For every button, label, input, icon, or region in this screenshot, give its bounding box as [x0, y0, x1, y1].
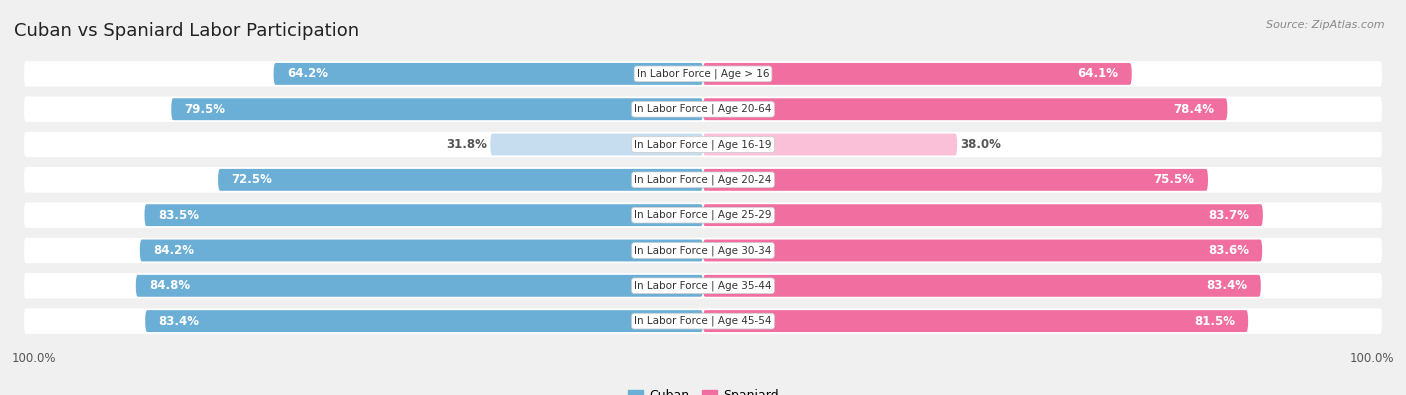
FancyBboxPatch shape	[274, 63, 703, 85]
FancyBboxPatch shape	[703, 275, 1261, 297]
FancyBboxPatch shape	[703, 98, 1227, 120]
Text: 81.5%: 81.5%	[1194, 314, 1234, 327]
Text: 84.2%: 84.2%	[153, 244, 194, 257]
Text: 83.6%: 83.6%	[1208, 244, 1249, 257]
Text: In Labor Force | Age 16-19: In Labor Force | Age 16-19	[634, 139, 772, 150]
Text: 64.1%: 64.1%	[1077, 68, 1118, 81]
Text: Cuban vs Spaniard Labor Participation: Cuban vs Spaniard Labor Participation	[14, 22, 359, 40]
FancyBboxPatch shape	[24, 96, 1382, 122]
FancyBboxPatch shape	[139, 239, 703, 261]
FancyBboxPatch shape	[145, 204, 703, 226]
Legend: Cuban, Spaniard: Cuban, Spaniard	[623, 384, 783, 395]
FancyBboxPatch shape	[24, 273, 1382, 299]
Text: In Labor Force | Age 20-24: In Labor Force | Age 20-24	[634, 175, 772, 185]
FancyBboxPatch shape	[24, 238, 1382, 263]
Text: 83.5%: 83.5%	[157, 209, 198, 222]
FancyBboxPatch shape	[703, 310, 1249, 332]
FancyBboxPatch shape	[218, 169, 703, 191]
Text: In Labor Force | Age 20-64: In Labor Force | Age 20-64	[634, 104, 772, 115]
Text: 83.4%: 83.4%	[159, 314, 200, 327]
FancyBboxPatch shape	[24, 203, 1382, 228]
FancyBboxPatch shape	[491, 134, 703, 156]
Text: 75.5%: 75.5%	[1153, 173, 1195, 186]
Text: 38.0%: 38.0%	[960, 138, 1001, 151]
FancyBboxPatch shape	[24, 132, 1382, 157]
FancyBboxPatch shape	[703, 169, 1208, 191]
FancyBboxPatch shape	[24, 167, 1382, 192]
Text: 64.2%: 64.2%	[287, 68, 328, 81]
Text: Source: ZipAtlas.com: Source: ZipAtlas.com	[1267, 20, 1385, 30]
Text: 31.8%: 31.8%	[446, 138, 486, 151]
Text: In Labor Force | Age 30-34: In Labor Force | Age 30-34	[634, 245, 772, 256]
FancyBboxPatch shape	[136, 275, 703, 297]
FancyBboxPatch shape	[703, 239, 1263, 261]
FancyBboxPatch shape	[703, 63, 1132, 85]
FancyBboxPatch shape	[172, 98, 703, 120]
Text: 83.7%: 83.7%	[1209, 209, 1250, 222]
Text: 83.4%: 83.4%	[1206, 279, 1247, 292]
FancyBboxPatch shape	[24, 308, 1382, 334]
Text: In Labor Force | Age 35-44: In Labor Force | Age 35-44	[634, 280, 772, 291]
Text: In Labor Force | Age > 16: In Labor Force | Age > 16	[637, 69, 769, 79]
FancyBboxPatch shape	[703, 204, 1263, 226]
FancyBboxPatch shape	[145, 310, 703, 332]
Text: 78.4%: 78.4%	[1173, 103, 1213, 116]
Text: In Labor Force | Age 25-29: In Labor Force | Age 25-29	[634, 210, 772, 220]
Text: 79.5%: 79.5%	[184, 103, 225, 116]
Text: In Labor Force | Age 45-54: In Labor Force | Age 45-54	[634, 316, 772, 326]
FancyBboxPatch shape	[24, 61, 1382, 87]
FancyBboxPatch shape	[703, 134, 957, 156]
Text: 72.5%: 72.5%	[232, 173, 273, 186]
Text: 84.8%: 84.8%	[149, 279, 190, 292]
